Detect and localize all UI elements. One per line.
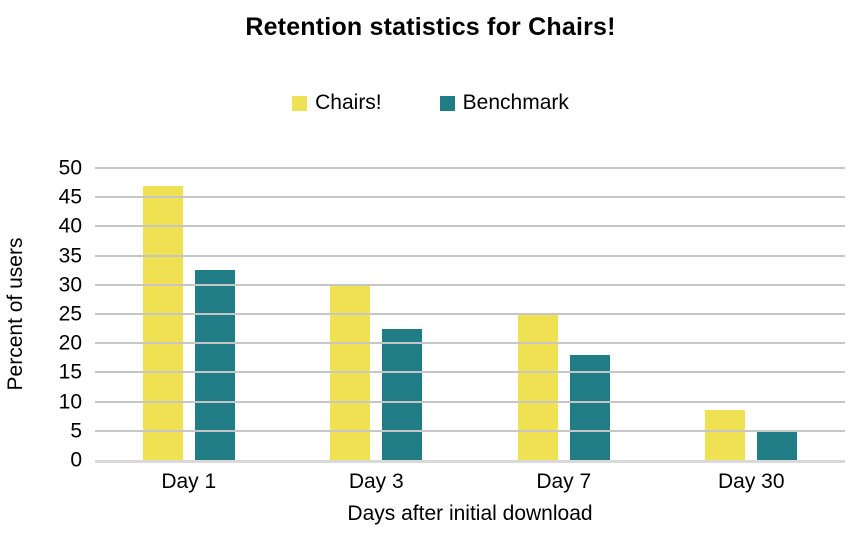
x-label-day-3: Day 3	[348, 470, 404, 493]
chart-title: Retention statistics for Chairs!	[245, 13, 616, 41]
legend-item-benchmark: Benchmark	[439, 91, 569, 115]
bar-benchmark-day-1	[194, 270, 235, 460]
gridline-5	[95, 429, 845, 432]
x-label-day-1: Day 1	[161, 470, 217, 493]
y-tick-0: 0	[70, 448, 82, 472]
legend: Chairs! Benchmark	[0, 91, 861, 115]
y-tick-5: 5	[70, 419, 82, 443]
gridline-45	[95, 196, 845, 199]
gridline-35	[95, 254, 845, 257]
x-axis-labels: Day 1 Day 3 Day 7 Day 30	[95, 470, 845, 494]
y-axis-ticks: 0 5 10 15 20 25 30 35 40 45 50	[30, 158, 82, 471]
y-tick-10: 10	[58, 390, 82, 414]
legend-label-chairs: Chairs!	[315, 91, 382, 114]
x-label-day-30: Day 30	[717, 470, 785, 493]
y-tick-40: 40	[58, 214, 82, 238]
y-tick-25: 25	[58, 302, 82, 326]
legend-label-benchmark: Benchmark	[462, 91, 569, 114]
bar-chairs-day-7	[517, 314, 558, 460]
bar-group-day-1	[95, 168, 283, 460]
y-tick-20: 20	[58, 331, 82, 355]
y-tick-45: 45	[58, 185, 82, 209]
gridline-10	[95, 400, 845, 403]
legend-swatch-chairs	[292, 95, 308, 111]
bar-benchmark-day-30	[757, 430, 798, 460]
gridline-30	[95, 283, 845, 286]
legend-item-chairs: Chairs!	[292, 91, 382, 115]
y-tick-50: 50	[58, 156, 82, 180]
y-tick-30: 30	[58, 273, 82, 297]
gridline-25	[95, 313, 845, 315]
y-tick-35: 35	[58, 244, 82, 268]
x-axis-title: Days after initial download	[347, 502, 593, 525]
plot-area	[95, 167, 845, 463]
y-tick-15: 15	[58, 360, 82, 384]
x-label-day-7: Day 7	[536, 470, 592, 493]
gridline-50	[95, 167, 845, 169]
bar-benchmark-day-3	[382, 328, 423, 460]
y-axis-title: Percent of users	[4, 237, 27, 391]
bar-chairs-day-30	[705, 410, 746, 460]
bar-group-day-30	[658, 168, 846, 460]
gridline-15	[95, 371, 845, 374]
bar-groups	[95, 168, 845, 460]
gridline-40	[95, 225, 845, 228]
bar-chairs-day-1	[142, 185, 183, 460]
gridline-20	[95, 342, 845, 345]
legend-swatch-benchmark	[439, 95, 455, 111]
